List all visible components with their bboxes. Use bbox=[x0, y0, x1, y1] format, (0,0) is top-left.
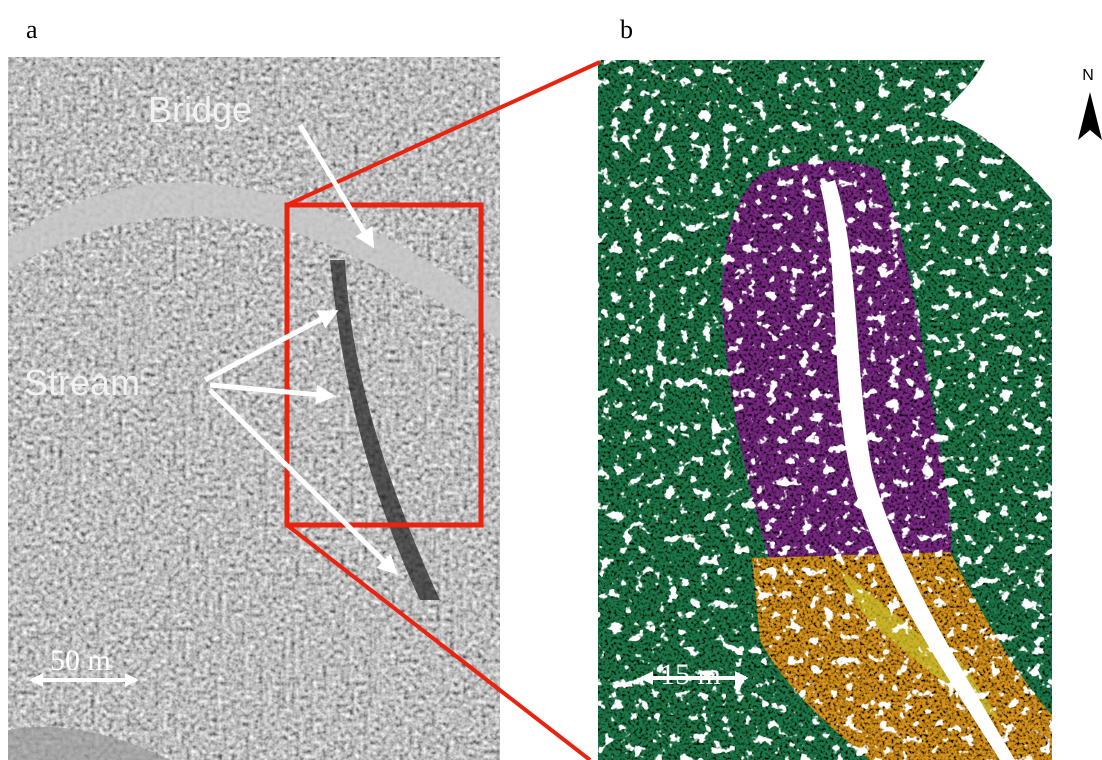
annotation: Bridge bbox=[148, 89, 252, 130]
scale-label: 50 m bbox=[50, 644, 111, 677]
north-label: N bbox=[1082, 67, 1094, 84]
annotation: Stream bbox=[24, 362, 140, 403]
figure: a b Bridge Stream 50 m 15 m N bbox=[0, 0, 1102, 760]
classification-map bbox=[598, 60, 1052, 760]
north-arrow bbox=[1078, 92, 1102, 140]
panel-label: b bbox=[620, 15, 633, 44]
panel-label: a bbox=[26, 15, 38, 44]
scale-label: 15 m bbox=[660, 658, 721, 691]
